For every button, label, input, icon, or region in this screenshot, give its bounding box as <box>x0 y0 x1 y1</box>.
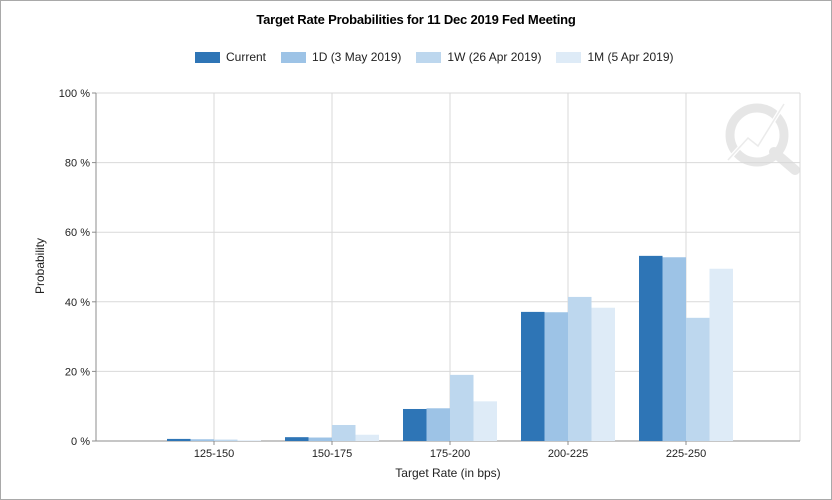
legend-label-1m: 1M (5 Apr 2019) <box>587 50 674 64</box>
legend-label-current: Current <box>226 50 267 64</box>
x-tick-label: 225-250 <box>666 448 706 460</box>
legend-label-1w: 1W (26 Apr 2019) <box>447 50 542 64</box>
legend-swatch-current <box>195 51 220 63</box>
bar-current-225-250[interactable] <box>639 255 663 441</box>
bar-current-200-225[interactable] <box>521 311 545 441</box>
bar-1m-125-150[interactable] <box>237 440 262 441</box>
legend-item-1d[interactable]: 1D (3 May 2019) <box>281 50 401 64</box>
bar-current-125-150[interactable] <box>167 438 191 441</box>
legend-swatch-1w <box>416 51 442 63</box>
legend-label-1d: 1D (3 May 2019) <box>312 50 402 64</box>
bar-1d-175-200[interactable] <box>426 408 451 441</box>
x-tick-label: 175-200 <box>430 448 470 460</box>
legend-item-1m[interactable]: 1M (5 Apr 2019) <box>556 50 674 64</box>
x-axis-title: Target Rate (in bps) <box>395 466 500 480</box>
quikstrike-logo-watermark <box>725 102 800 175</box>
bar-1w-175-200[interactable] <box>450 374 474 441</box>
y-tick-label: 100 % <box>59 88 90 100</box>
bar-1d-225-250[interactable] <box>662 257 687 441</box>
legend-item-1w[interactable]: 1W (26 Apr 2019) <box>416 50 541 64</box>
bar-1m-175-200[interactable] <box>473 401 498 441</box>
bar-current-175-200[interactable] <box>403 408 427 441</box>
legend-swatch-1d <box>281 51 307 63</box>
y-axis-title: Probability <box>33 238 47 294</box>
x-tick-label: 200-225 <box>548 448 588 460</box>
bar-1m-225-250[interactable] <box>709 268 734 441</box>
legend-item-current[interactable]: Current <box>195 50 266 64</box>
bar-1d-200-225[interactable] <box>544 312 569 441</box>
y-tick-label: 20 % <box>65 366 90 378</box>
y-tick-label: 80 % <box>65 158 90 170</box>
y-tick-labels: 0 % 20 % 40 % 60 % 80 % 100 % <box>59 88 90 448</box>
bar-1w-200-225[interactable] <box>568 296 592 441</box>
bar-1w-150-175[interactable] <box>332 424 356 441</box>
y-tick-label: 0 % <box>71 436 90 448</box>
y-tick-label: 60 % <box>65 227 90 239</box>
bar-1m-150-175[interactable] <box>355 434 380 441</box>
chart-title: Target Rate Probabilities for 11 Dec 201… <box>256 12 576 27</box>
bars <box>167 255 734 441</box>
x-tick-labels: 125-150 150-175 175-200 200-225 225-250 <box>194 448 706 460</box>
chart-legend: Current 1D (3 May 2019) 1W (26 Apr 2019)… <box>195 50 689 64</box>
bar-1m-200-225[interactable] <box>591 307 616 441</box>
legend-swatch-1m <box>556 51 582 63</box>
x-tick-label: 125-150 <box>194 448 234 460</box>
bar-current-150-175[interactable] <box>285 437 309 441</box>
y-tick-label: 40 % <box>65 297 90 309</box>
bar-1w-125-150[interactable] <box>214 439 238 441</box>
bar-1d-125-150[interactable] <box>190 439 215 441</box>
bar-1d-150-175[interactable] <box>308 437 333 441</box>
x-tick-label: 150-175 <box>312 448 352 460</box>
bar-1w-225-250[interactable] <box>686 317 710 441</box>
